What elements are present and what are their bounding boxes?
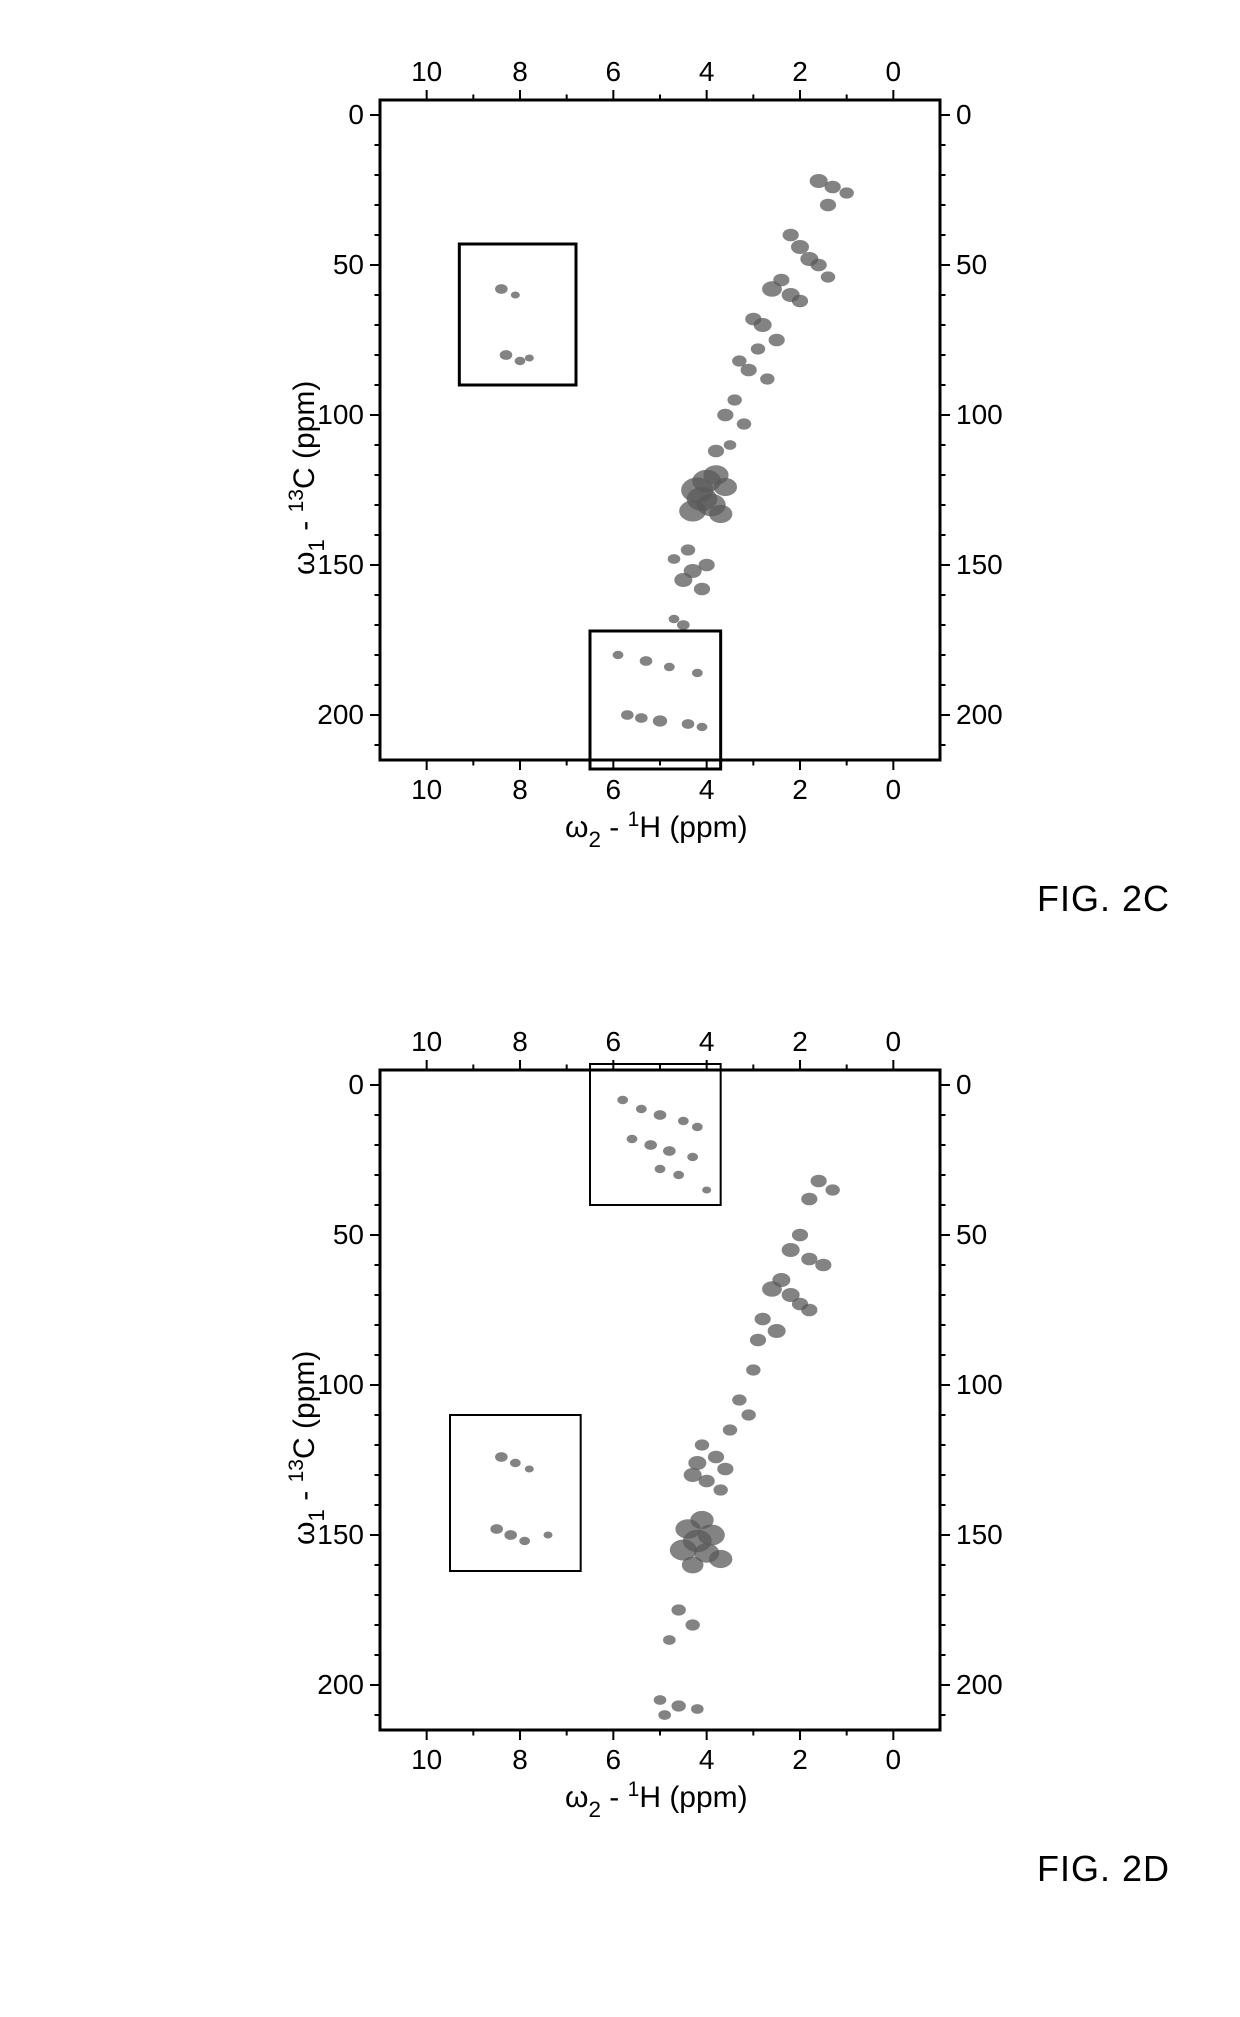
x-tick-label: 10	[411, 1744, 442, 1776]
x-tick-label: 2	[792, 1744, 808, 1776]
x-tick-label: 2	[792, 774, 808, 806]
nmr-2d-plot	[260, 1010, 980, 1860]
x-tick-label: 6	[606, 56, 622, 88]
x-tick-label: 8	[512, 774, 528, 806]
x-tick-label: 10	[411, 56, 442, 88]
x-tick-label: 6	[606, 1026, 622, 1058]
y-tick-label: 50	[956, 1219, 987, 1251]
x-tick-label: 10	[411, 1026, 442, 1058]
y-tick-label: 150	[956, 1519, 1003, 1551]
panel_2d: 00224466881010005050100100150150200200ω1…	[0, 1010, 1240, 1860]
x-tick-label: 8	[512, 1744, 528, 1776]
x-tick-label: 0	[886, 1026, 902, 1058]
x-axis-label: ω2 - 1H (ppm)	[565, 808, 748, 850]
y-tick-label: 100	[956, 399, 1003, 431]
x-tick-label: 0	[886, 56, 902, 88]
x-tick-label: 2	[792, 1026, 808, 1058]
y-tick-label: 0	[348, 1069, 364, 1101]
y-tick-label: 0	[956, 1069, 972, 1101]
x-tick-label: 0	[886, 774, 902, 806]
y-axis-label: ω1 - 13C (ppm)	[285, 1351, 327, 1545]
figure-label: FIG. 2C	[1037, 878, 1170, 920]
y-tick-label: 0	[348, 99, 364, 131]
x-tick-label: 0	[886, 1744, 902, 1776]
x-tick-label: 6	[606, 774, 622, 806]
panel_2c: 00224466881010005050100100150150200200ω1…	[0, 40, 1240, 890]
nmr-2d-plot	[260, 40, 980, 890]
plot-container: 00224466881010005050100100150150200200ω1…	[260, 40, 980, 890]
y-tick-label: 200	[956, 699, 1003, 731]
y-tick-label: 0	[956, 99, 972, 131]
x-tick-label: 6	[606, 1744, 622, 1776]
figure-label: FIG. 2D	[1037, 1848, 1170, 1890]
x-tick-label: 2	[792, 56, 808, 88]
x-tick-label: 4	[699, 56, 715, 88]
y-tick-label: 50	[956, 249, 987, 281]
y-tick-label: 50	[333, 249, 364, 281]
x-axis-label: ω2 - 1H (ppm)	[565, 1778, 748, 1820]
x-tick-label: 10	[411, 774, 442, 806]
y-tick-label: 50	[333, 1219, 364, 1251]
plot-container: 00224466881010005050100100150150200200ω1…	[260, 1010, 980, 1860]
y-tick-label: 100	[956, 1369, 1003, 1401]
y-tick-label: 200	[956, 1669, 1003, 1701]
y-tick-label: 200	[317, 699, 364, 731]
y-tick-label: 200	[317, 1669, 364, 1701]
x-tick-label: 4	[699, 1026, 715, 1058]
x-tick-label: 4	[699, 1744, 715, 1776]
x-tick-label: 4	[699, 774, 715, 806]
y-axis-label: ω1 - 13C (ppm)	[285, 381, 327, 575]
x-tick-label: 8	[512, 56, 528, 88]
y-tick-label: 150	[956, 549, 1003, 581]
page: 00224466881010005050100100150150200200ω1…	[0, 0, 1240, 1900]
x-tick-label: 8	[512, 1026, 528, 1058]
